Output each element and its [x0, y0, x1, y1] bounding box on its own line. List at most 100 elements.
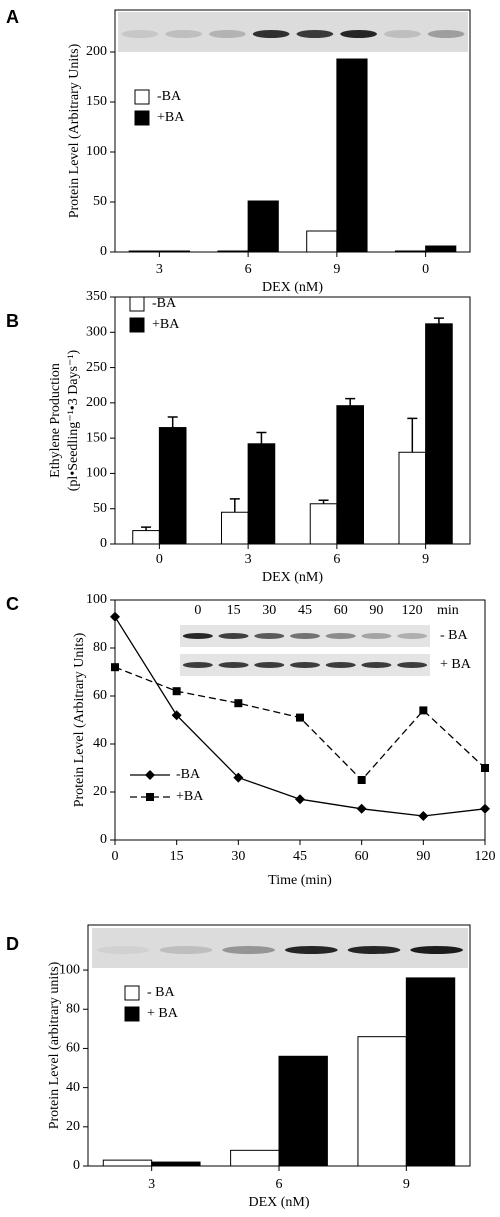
- x-axis-label: DEX (nM): [262, 280, 323, 295]
- error-bar: [167, 416, 178, 428]
- y-tick-label: 20: [66, 1119, 80, 1134]
- legend-marker: [146, 793, 154, 801]
- blot-band: [254, 662, 285, 668]
- y-tick-label: 80: [66, 1001, 80, 1016]
- point: [171, 710, 182, 721]
- x-tick-label: 6: [276, 1177, 283, 1192]
- x-tick-label: 30: [231, 849, 245, 864]
- blot-band: [410, 946, 463, 954]
- point: [111, 663, 119, 672]
- x-tick-label: 0: [422, 262, 429, 277]
- bar: [158, 427, 187, 545]
- y-axis-label: Protein Level (arbitrary units): [47, 961, 62, 1129]
- point: [418, 811, 429, 821]
- bar: [306, 230, 338, 253]
- x-tick-label: 90: [416, 849, 430, 864]
- bar: [394, 250, 427, 253]
- blot-band: [397, 662, 428, 668]
- x-tick-label: 120: [475, 849, 496, 864]
- y-axis-label: Ethylene Production: [48, 363, 63, 478]
- point: [481, 764, 489, 772]
- bar: [357, 1036, 407, 1167]
- bar: [221, 511, 249, 545]
- blot-column-label: 90: [369, 603, 383, 618]
- blot-band: [290, 662, 320, 668]
- legend-label: +BA: [152, 317, 180, 332]
- blot-column-label: 60: [334, 603, 348, 618]
- y-tick-label: 150: [86, 94, 107, 109]
- legend-label: -BA: [176, 767, 201, 782]
- bar: [405, 977, 456, 1167]
- blot-column-label: 15: [227, 603, 241, 618]
- blot-column-label: 120: [402, 603, 423, 618]
- plot-frame: [114, 9, 471, 253]
- y-tick-label: 0: [100, 832, 107, 847]
- x-tick-label: 9: [422, 552, 429, 567]
- y-tick-label: 50: [93, 501, 107, 516]
- series-line: [114, 666, 486, 781]
- legend-label: +BA: [157, 110, 185, 125]
- blot-band: [222, 946, 275, 954]
- panel-letter: C: [6, 594, 19, 614]
- blot-band: [209, 30, 246, 38]
- plot-frame: [114, 296, 471, 545]
- point: [356, 803, 367, 814]
- x-tick-label: 9: [403, 1177, 410, 1192]
- x-tick-label: 6: [245, 262, 252, 277]
- blot-band: [121, 30, 159, 38]
- blot-row-label: + BA: [440, 657, 472, 672]
- x-tick-label: 9: [333, 262, 340, 277]
- x-axis-label: Time (min): [268, 873, 332, 888]
- x-axis-label: DEX (nM): [262, 570, 323, 585]
- y-tick-label: 100: [86, 592, 107, 607]
- y-axis-label: (pl•Seedling⁻¹•3 Days⁻¹): [66, 349, 81, 491]
- blot-band: [165, 30, 202, 38]
- error-bar: [318, 499, 329, 504]
- point: [172, 687, 181, 696]
- y-axis-label: Protein Level (Arbitrary Units): [72, 632, 87, 807]
- point: [480, 803, 490, 814]
- bar: [336, 58, 368, 253]
- legend-label: +BA: [176, 789, 204, 804]
- panel-letter: B: [6, 311, 19, 331]
- blot-band: [290, 633, 320, 639]
- blot-band: [159, 946, 213, 954]
- y-tick-label: 200: [86, 44, 107, 59]
- bar: [158, 250, 191, 253]
- y-tick-label: 0: [73, 1158, 80, 1173]
- y-tick-label: 100: [59, 962, 80, 977]
- x-tick-label: 60: [355, 849, 369, 864]
- y-tick-label: 20: [93, 784, 107, 799]
- panel-letter: A: [6, 7, 19, 27]
- legend-swatch: [134, 110, 150, 126]
- blot-band: [296, 30, 334, 38]
- bar: [309, 503, 338, 545]
- bar: [132, 530, 160, 545]
- x-tick-label: 0: [156, 552, 163, 567]
- x-axis-label: DEX (nM): [248, 1195, 309, 1210]
- panel-letter: D: [6, 934, 19, 954]
- point: [419, 706, 428, 715]
- blot-band: [254, 633, 285, 639]
- blot-band: [397, 633, 428, 639]
- bar: [247, 200, 279, 253]
- bar: [128, 250, 160, 253]
- blot-row-label: - BA: [440, 628, 469, 643]
- error-bar: [407, 417, 418, 453]
- blot-image: [92, 928, 468, 968]
- blot-image: [118, 12, 468, 52]
- blot-band: [285, 946, 338, 954]
- legend-swatch: [129, 317, 145, 333]
- point: [296, 713, 304, 722]
- blot-band: [340, 30, 377, 38]
- legend-label: + BA: [147, 1006, 179, 1021]
- blot-band: [325, 633, 356, 639]
- y-tick-label: 60: [93, 688, 107, 703]
- bar: [336, 405, 364, 545]
- y-tick-label: 150: [86, 430, 107, 445]
- y-tick-label: 60: [66, 1041, 80, 1056]
- legend-marker: [145, 770, 155, 780]
- blot-band: [384, 30, 421, 38]
- blot-band: [218, 633, 249, 639]
